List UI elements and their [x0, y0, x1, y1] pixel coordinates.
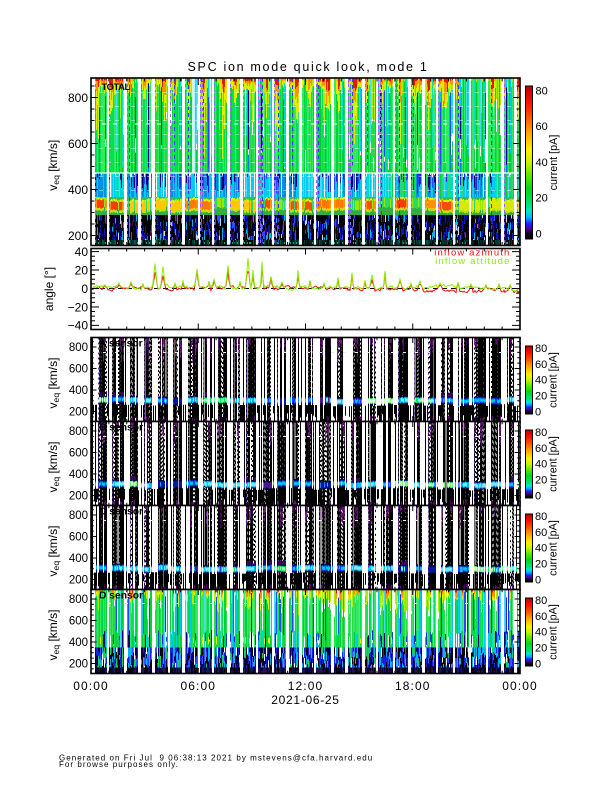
- svg-text:200: 200: [68, 229, 88, 243]
- svg-text:0: 0: [535, 575, 541, 587]
- svg-text:200: 200: [69, 491, 88, 503]
- svg-text:200: 200: [69, 659, 88, 671]
- svg-text:angle [°]: angle [°]: [42, 267, 56, 311]
- svg-text:40: 40: [536, 157, 548, 169]
- svg-text:200: 200: [69, 575, 88, 587]
- svg-text:0: 0: [535, 407, 541, 419]
- svg-text:80: 80: [535, 427, 547, 439]
- svg-text:C sensor: C sensor: [99, 507, 143, 518]
- svg-text:80: 80: [535, 511, 547, 523]
- svg-text:Generated on Fri Jul 9 06:38:: Generated on Fri Jul 9 06:38:13 2021 by …: [59, 754, 373, 763]
- svg-text:20: 20: [535, 391, 547, 403]
- svg-text:400: 400: [69, 553, 88, 565]
- svg-text:current [pA]: current [pA]: [548, 520, 560, 576]
- svg-text:0: 0: [535, 659, 541, 671]
- svg-text:400: 400: [69, 469, 88, 481]
- svg-text:20: 20: [536, 193, 548, 205]
- svg-text:TOTAL: TOTAL: [102, 82, 131, 93]
- svg-text:−20: −20: [68, 300, 89, 314]
- svg-text:60: 60: [535, 359, 547, 371]
- svg-text:80: 80: [536, 85, 548, 97]
- svg-text:inflow azimuth: inflow azimuth: [434, 248, 510, 259]
- svg-text:600: 600: [69, 448, 88, 460]
- svg-text:A sensor: A sensor: [99, 339, 143, 350]
- svg-text:20: 20: [75, 263, 89, 277]
- svg-text:current [pA]: current [pA]: [548, 436, 560, 492]
- svg-text:20: 20: [535, 643, 547, 655]
- svg-text:D sensor: D sensor: [99, 591, 143, 602]
- svg-text:800: 800: [69, 510, 88, 522]
- svg-text:400: 400: [69, 637, 88, 649]
- svg-text:06:00: 06:00: [180, 679, 216, 693]
- svg-text:0: 0: [536, 228, 542, 240]
- svg-text:800: 800: [69, 426, 88, 438]
- svg-text:400: 400: [69, 385, 88, 397]
- svg-text:60: 60: [536, 121, 548, 133]
- svg-text:0: 0: [81, 282, 88, 296]
- svg-text:400: 400: [68, 183, 88, 197]
- svg-text:12:00: 12:00: [288, 679, 324, 693]
- svg-text:800: 800: [69, 594, 88, 606]
- svg-text:−40: −40: [68, 319, 89, 333]
- svg-text:80: 80: [535, 343, 547, 355]
- svg-text:800: 800: [68, 91, 88, 105]
- svg-text:60: 60: [535, 527, 547, 539]
- svg-text:600: 600: [69, 616, 88, 628]
- svg-text:20: 20: [535, 559, 547, 571]
- svg-text:60: 60: [535, 611, 547, 623]
- svg-text:600: 600: [69, 532, 88, 544]
- svg-text:current [pA]: current [pA]: [548, 352, 560, 408]
- svg-text:600: 600: [68, 137, 88, 151]
- svg-text:0: 0: [535, 491, 541, 503]
- svg-text:B sensor: B sensor: [99, 423, 143, 434]
- svg-text:00:00: 00:00: [502, 679, 538, 693]
- svg-text:40: 40: [535, 543, 547, 555]
- svg-text:40: 40: [535, 459, 547, 471]
- svg-text:60: 60: [535, 443, 547, 455]
- svg-text:current [pA]: current [pA]: [548, 135, 560, 191]
- svg-text:200: 200: [69, 407, 88, 419]
- svg-text:SPC ion mode quick look, mode: SPC ion mode quick look, mode 1: [188, 60, 429, 74]
- svg-text:40: 40: [75, 245, 89, 259]
- svg-text:20: 20: [535, 475, 547, 487]
- svg-text:inflow attitude: inflow attitude: [435, 256, 510, 267]
- svg-text:current [pA]: current [pA]: [548, 604, 560, 660]
- svg-text:40: 40: [535, 375, 547, 387]
- svg-text:80: 80: [535, 595, 547, 607]
- svg-text:For browse purposes only.: For browse purposes only.: [59, 760, 179, 769]
- svg-text:00:00: 00:00: [73, 679, 109, 693]
- svg-text:600: 600: [69, 364, 88, 376]
- svg-text:40: 40: [535, 627, 547, 639]
- svg-text:18:00: 18:00: [395, 679, 431, 693]
- svg-text:2021-06-25: 2021-06-25: [271, 693, 339, 707]
- svg-text:800: 800: [69, 342, 88, 354]
